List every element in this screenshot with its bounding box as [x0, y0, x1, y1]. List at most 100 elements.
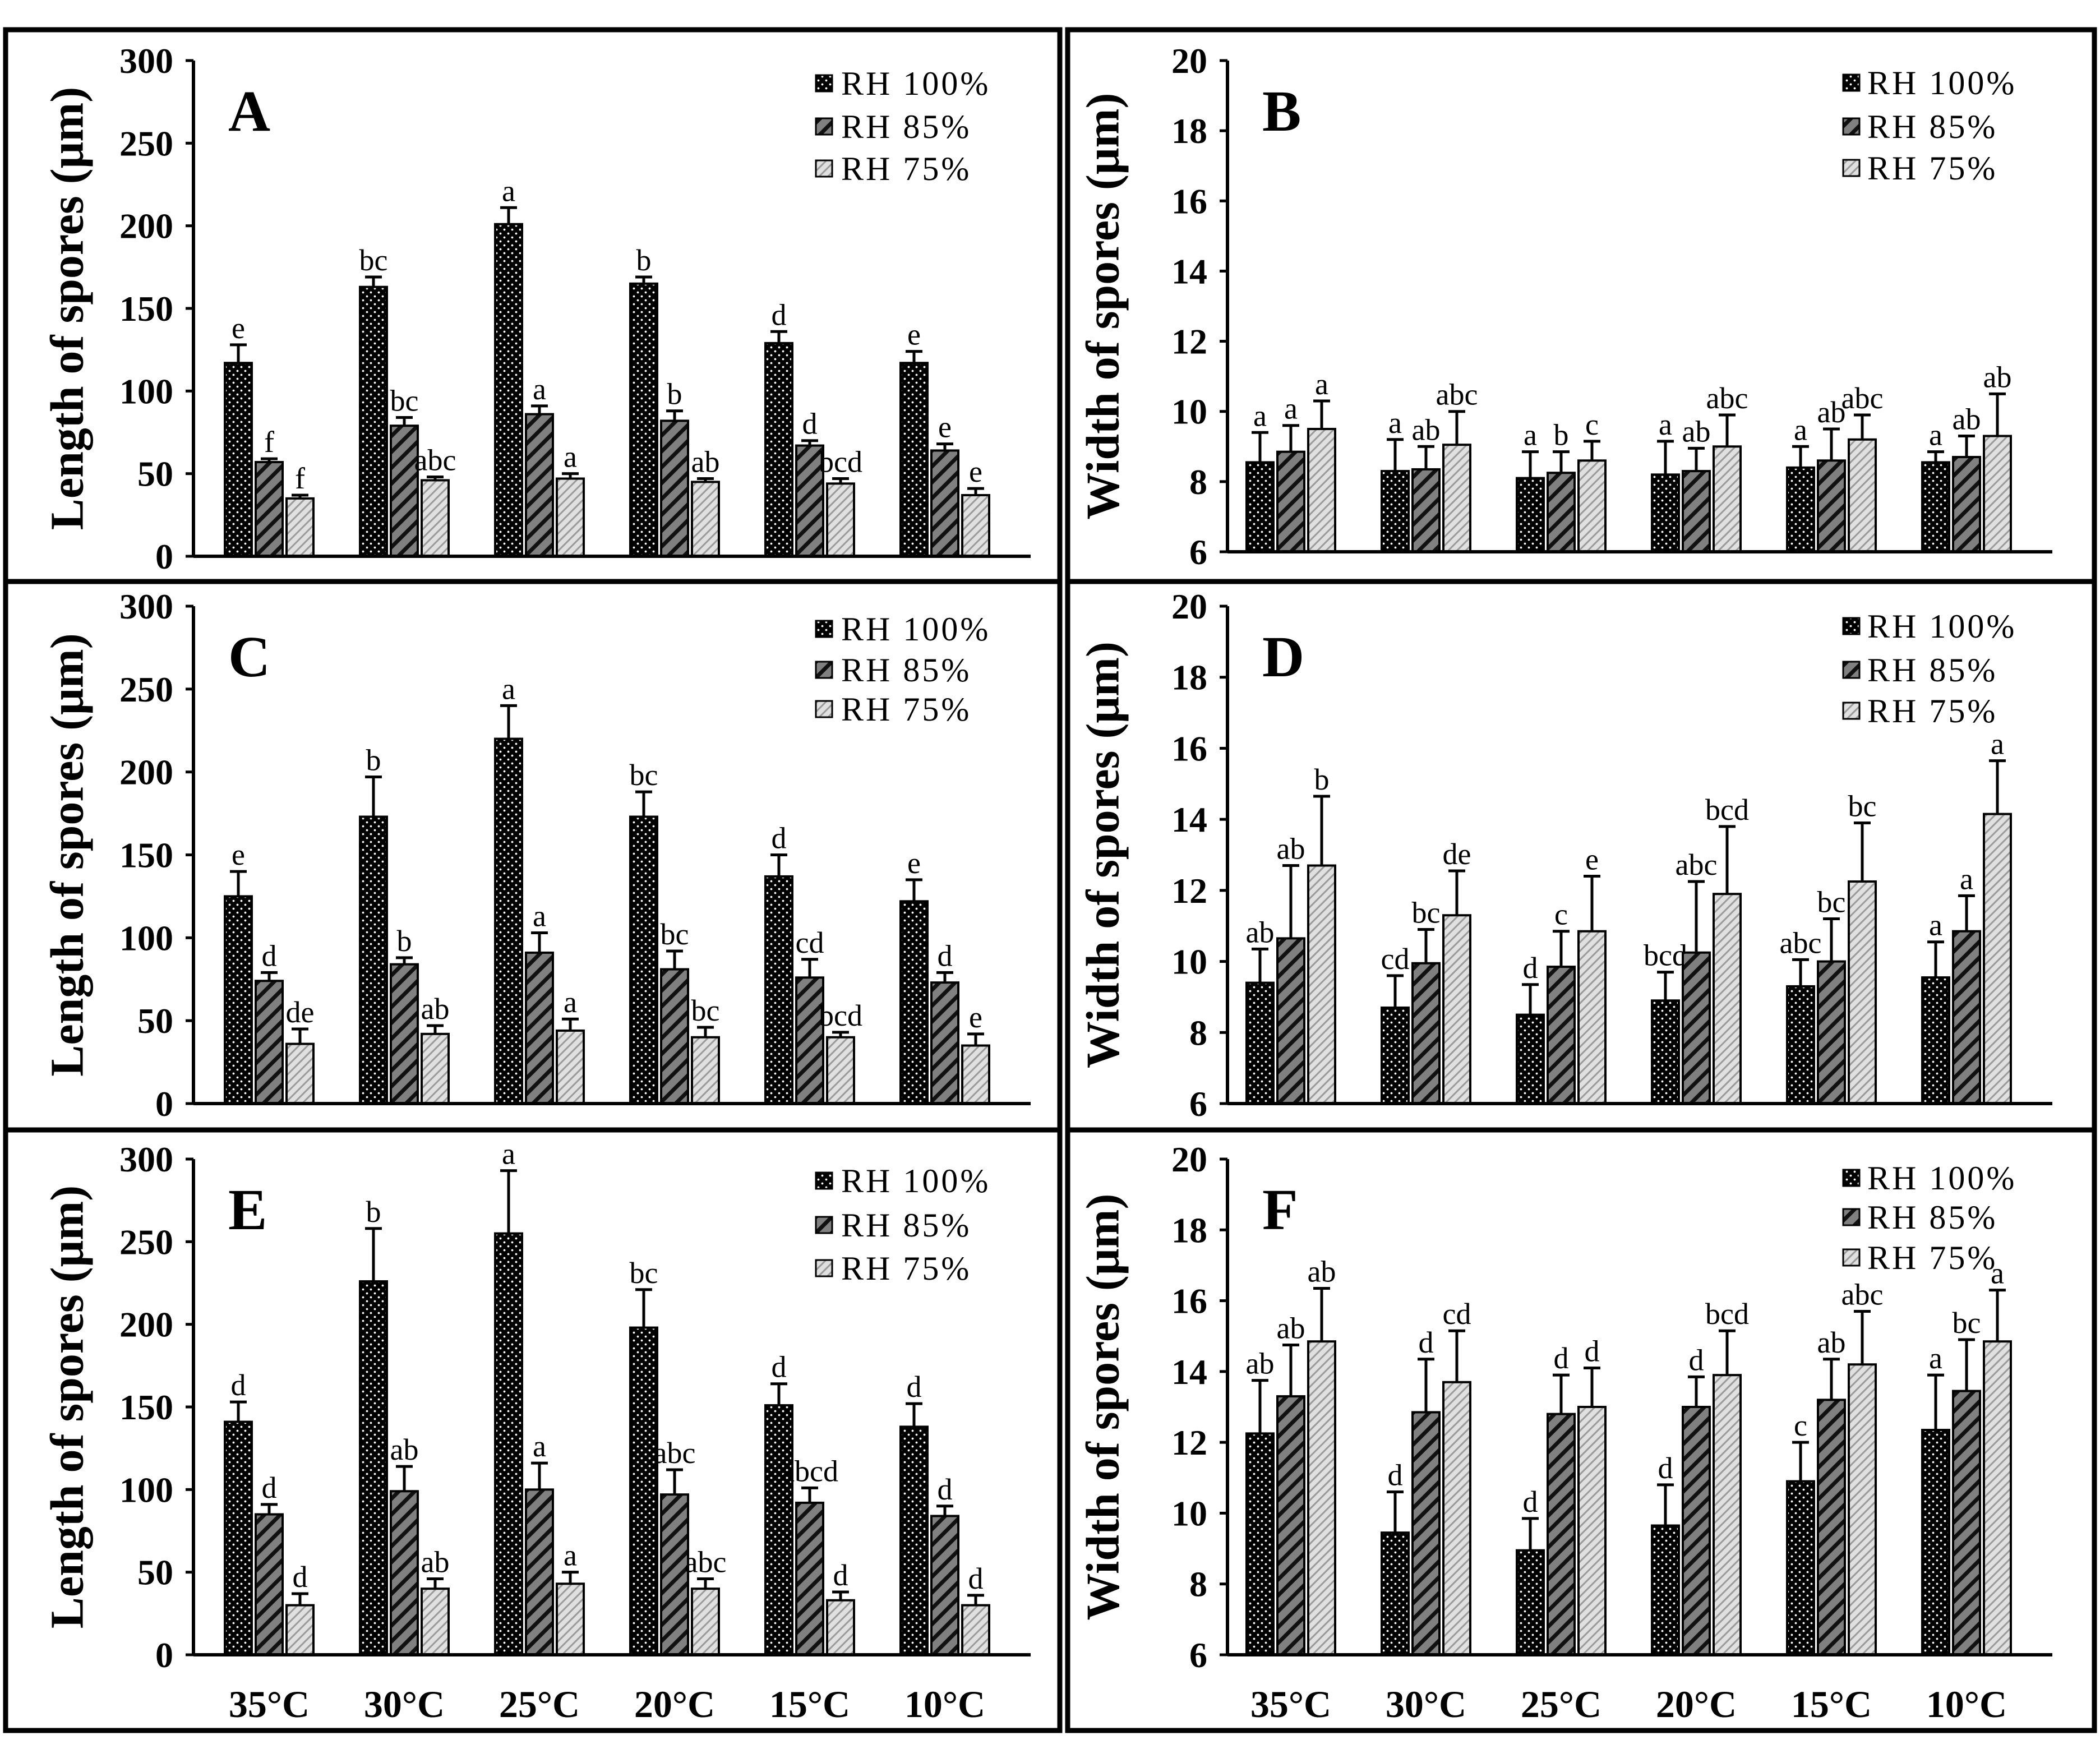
- legend-label: RH 100%: [1867, 64, 2016, 101]
- significance-letter: d: [293, 1560, 308, 1594]
- significance-letter: a: [1929, 418, 1942, 452]
- bar-rh-85-35°c: [1276, 450, 1305, 553]
- y-tick-label: 14: [1171, 251, 1207, 291]
- significance-letter: a: [533, 372, 546, 406]
- bar-rh-75-15°c: [826, 1036, 855, 1105]
- bar-rh-75-35°c: [1307, 428, 1336, 553]
- significance-letter: c: [1554, 898, 1568, 931]
- significance-letter: a: [533, 899, 546, 933]
- legend-swatch-rh-100: [815, 620, 833, 638]
- bar-rh-85-15°c: [1817, 459, 1846, 553]
- y-tick-label: 10: [1171, 1493, 1207, 1533]
- legend-swatch-rh-75: [1842, 1248, 1861, 1267]
- bar-rh-85-35°c: [1276, 937, 1305, 1105]
- legend-label: RH 85%: [1867, 652, 1997, 689]
- legend-swatch-rh-75: [815, 159, 833, 178]
- y-tick-label: 16: [1171, 728, 1207, 768]
- bar-rh-100-20°c: [629, 1326, 658, 1656]
- significance-letter: ab: [1682, 414, 1711, 448]
- significance-letter: c: [1585, 408, 1599, 441]
- y-tick-label: 150: [119, 1387, 173, 1427]
- significance-letter: d: [772, 1350, 787, 1384]
- bar-rh-75-15°c: [1848, 1363, 1877, 1656]
- significance-letter: b: [636, 243, 652, 277]
- x-category-label: 15°C: [769, 1683, 850, 1725]
- significance-letter: d: [231, 1368, 246, 1402]
- y-tick-label: 20: [1171, 1139, 1207, 1179]
- bar-rh-75-30°c: [1442, 914, 1471, 1105]
- y-tick-label: 100: [119, 371, 173, 411]
- bar-rh-85-20°c: [1682, 951, 1711, 1105]
- legend-label: RH 75%: [1867, 1239, 1997, 1276]
- significance-letter: ab: [421, 992, 450, 1026]
- bar-rh-75-20°c: [1713, 1374, 1742, 1656]
- significance-letter: b: [1314, 763, 1330, 796]
- y-tick-label: 0: [155, 1084, 173, 1124]
- significance-letter: b: [366, 744, 381, 777]
- bar-rh-85-15°c: [795, 976, 824, 1105]
- significance-letter: ab: [1817, 1326, 1846, 1359]
- bar-rh-85-15°c: [1817, 960, 1846, 1105]
- significance-letter: abc: [1841, 381, 1884, 415]
- bar-rh-100-10°c: [1921, 1429, 1950, 1656]
- significance-letter: bcd: [1705, 1297, 1749, 1331]
- bar-rh-75-30°c: [421, 1032, 450, 1105]
- bar-rh-85-10°c: [930, 449, 959, 557]
- legend: RH 100%RH 85%RH 75%: [1842, 1160, 2014, 1276]
- significance-letter: d: [1388, 1459, 1403, 1492]
- legend-label: RH 75%: [841, 691, 971, 728]
- significance-letter: d: [772, 298, 787, 331]
- bar-rh-85-10°c: [930, 981, 959, 1105]
- x-category-label: 10°C: [904, 1683, 985, 1725]
- significance-letter: a: [533, 1429, 546, 1463]
- bar-rh-85-25°c: [1547, 966, 1576, 1105]
- bar-rh-75-35°c: [285, 1042, 315, 1105]
- significance-letter: d: [1689, 1343, 1704, 1377]
- legend-swatch-rh-100: [1842, 73, 1861, 92]
- y-tick-label: 250: [119, 1222, 173, 1262]
- bar-rh-75-20°c: [1713, 445, 1742, 553]
- significance-letter: abc: [414, 444, 456, 477]
- significance-letter: b: [1554, 418, 1569, 452]
- bar-rh-75-20°c: [1713, 893, 1742, 1105]
- y-tick-label: 50: [137, 454, 173, 494]
- bar-rh-100-15°c: [764, 342, 793, 557]
- bar-rh-100-15°c: [1786, 985, 1815, 1105]
- y-axis-title: Length of spores (μm): [41, 1185, 94, 1628]
- significance-letter: a: [564, 985, 577, 1019]
- y-tick-label: 200: [119, 1305, 173, 1345]
- y-tick-label: 300: [119, 41, 173, 81]
- significance-letter: e: [232, 311, 245, 345]
- y-tick-label: 16: [1171, 1281, 1207, 1321]
- legend: RH 100%RH 85%RH 75%: [815, 1162, 988, 1287]
- y-axis-title: Width of spores (μm): [1077, 93, 1129, 520]
- bar-rh-100-10°c: [1921, 976, 1950, 1105]
- bar-rh-75-25°c: [1577, 930, 1607, 1105]
- y-tick-label: 300: [119, 587, 173, 626]
- bar-rh-75-20°c: [691, 481, 720, 558]
- significance-letter: bc: [1412, 896, 1441, 930]
- significance-letter: e: [969, 1000, 982, 1034]
- bar-rh-85-15°c: [795, 1501, 824, 1656]
- bar-rh-100-25°c: [494, 737, 523, 1105]
- y-tick-label: 50: [137, 1001, 173, 1041]
- significance-letter: f: [264, 425, 274, 459]
- bar-rh-75-30°c: [421, 479, 450, 557]
- significance-letter: d: [907, 1370, 922, 1404]
- significance-letter: d: [938, 1473, 953, 1506]
- legend-label: RH 75%: [1867, 693, 1997, 730]
- significance-letter: abcd: [781, 1454, 838, 1488]
- bar-rh-100-10°c: [899, 362, 929, 557]
- legend: RH 100%RH 85%RH 75%: [1842, 64, 2016, 187]
- legend-label: RH 85%: [1867, 1199, 1997, 1236]
- legend-swatch-rh-85: [815, 661, 833, 679]
- significance-letter: de: [286, 995, 315, 1029]
- left-column-border: [3, 27, 1063, 1733]
- bar-rh-75-25°c: [1577, 459, 1607, 553]
- significance-letter: a: [1284, 392, 1298, 426]
- significance-letter: a: [1388, 406, 1402, 440]
- x-category-label: 25°C: [1521, 1683, 1601, 1725]
- legend-label: RH 100%: [841, 65, 990, 102]
- y-tick-label: 8: [1189, 1565, 1207, 1604]
